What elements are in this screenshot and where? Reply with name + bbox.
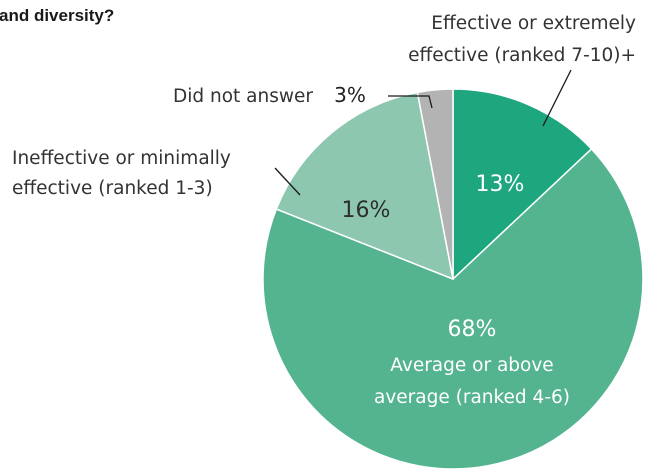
annotation-ineffective-line1: Ineffective or minimally (12, 148, 231, 169)
slice-label-average-line2: average (ranked 4-6) (374, 387, 570, 408)
annotation-ineffective-line2: effective (ranked 1-3) (12, 178, 213, 199)
annotation-no-answer: Did not answer (173, 86, 313, 107)
annotation-effective-line2: effective (ranked 7-10)+ (408, 45, 636, 66)
leader-line-effective (542, 69, 572, 127)
slice-label-ineffective-pct: 16% (342, 198, 391, 223)
slice-no-answer (416, 88, 454, 280)
slice-average (262, 147, 644, 470)
slice-label-average-pct: 68% (448, 317, 497, 342)
slice-label-effective-pct: 13% (476, 172, 525, 197)
annotation-effective-line1: Effective or extremely (431, 13, 636, 34)
pie-slices (262, 88, 644, 470)
chart-title: and diversity? (0, 6, 114, 25)
leader-line-ineffective (274, 167, 301, 196)
slice-label-average-line1: Average or above (390, 355, 553, 376)
annotation-no-answer-pct: 3% (334, 83, 366, 107)
leader-line-no-answer (388, 95, 433, 109)
slice-effective (452, 88, 593, 281)
